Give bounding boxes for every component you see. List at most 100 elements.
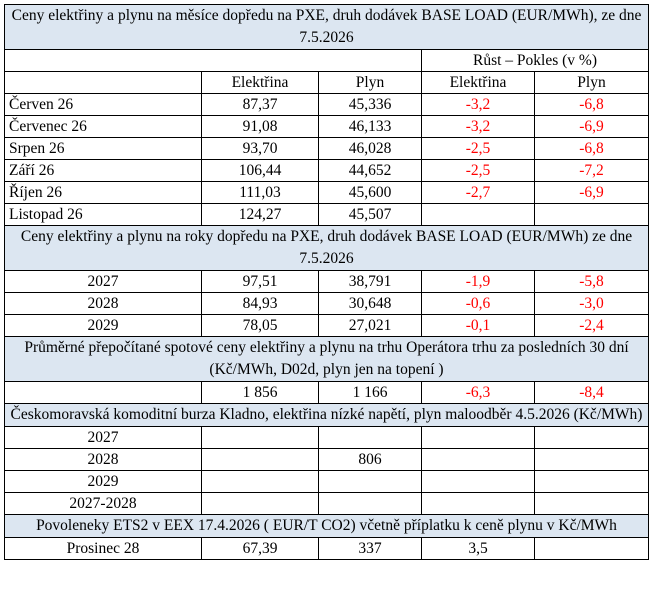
value-cell: -2,5 — [421, 137, 535, 160]
value-cell — [533, 537, 650, 560]
header-row: Elektřina Plyn Elektřina Plyn — [4, 71, 650, 94]
data-row: 1 856 1 166 -6,3 -8,4 — [4, 381, 650, 404]
row-label: 2029 — [4, 314, 202, 337]
row-label: Červen 26 — [4, 93, 202, 116]
value-cell — [318, 470, 422, 493]
data-row: Červen 26 87,37 45,336 -3,2 -6,8 — [4, 93, 650, 116]
value-cell: -2,4 — [533, 314, 650, 337]
value-cell: -0,1 — [421, 314, 535, 337]
column-header: Plyn — [533, 71, 650, 94]
section-title: Povoleneky ETS2 v EEX 17.4.2026 ( EUR/T … — [3, 514, 650, 538]
row-label: 2027 — [4, 426, 202, 449]
data-row: Srpen 26 93,70 46,028 -2,5 -6,8 — [4, 137, 650, 160]
data-row: 2029 — [4, 470, 650, 493]
value-cell — [318, 492, 422, 515]
column-header: Elektřina — [421, 71, 535, 94]
value-cell: -2,7 — [421, 181, 535, 204]
column-header: Plyn — [318, 71, 422, 94]
value-cell: 1 166 — [318, 381, 422, 404]
value-cell: 3,5 — [421, 537, 535, 560]
value-cell: 87,37 — [201, 93, 319, 116]
value-cell: 38,791 — [318, 270, 422, 293]
table-body: Ceny elektřiny a plynu na měsíce dopředu… — [3, 4, 650, 560]
value-cell: 91,08 — [201, 115, 319, 138]
value-cell — [533, 203, 650, 226]
value-cell: -6,8 — [533, 137, 650, 160]
value-cell: 806 — [318, 448, 422, 471]
value-cell — [421, 448, 535, 471]
value-cell: 46,133 — [318, 115, 422, 138]
data-row: Prosinec 28 67,39 337 3,5 — [4, 537, 650, 560]
row-label: Září 26 — [4, 159, 202, 182]
value-cell: 27,021 — [318, 314, 422, 337]
value-cell: 45,336 — [318, 93, 422, 116]
value-cell — [201, 448, 319, 471]
data-row: Listopad 26 124,27 45,507 — [4, 203, 650, 226]
value-cell: 44,652 — [318, 159, 422, 182]
data-row: 2027 97,51 38,791 -1,9 -5,8 — [4, 270, 650, 293]
value-cell — [421, 203, 535, 226]
value-cell: 93,70 — [201, 137, 319, 160]
value-cell: -5,8 — [533, 270, 650, 293]
empty-cell — [4, 71, 202, 94]
header-group: Růst – Pokles (v %) — [420, 49, 650, 72]
row-label: Listopad 26 — [4, 203, 202, 226]
section-title: Českomoravská komoditní burza Kladno, el… — [3, 403, 650, 427]
row-label: Prosinec 28 — [4, 537, 202, 560]
section-title: Ceny elektřiny a plynu na měsíce dopředu… — [3, 4, 650, 50]
row-label: 2029 — [4, 470, 202, 493]
value-cell: 106,44 — [201, 159, 319, 182]
row-label — [4, 381, 202, 404]
data-row: 2028 806 — [4, 448, 650, 471]
data-row: Říjen 26 111,03 45,600 -2,7 -6,9 — [4, 181, 650, 204]
data-row: 2027-2028 — [4, 492, 650, 515]
title-row: Českomoravská komoditní burza Kladno, el… — [3, 403, 650, 427]
value-cell: -0,6 — [421, 292, 535, 315]
title-row: Ceny elektřiny a plynu na roky dopředu n… — [3, 225, 650, 271]
value-cell: -6,9 — [533, 181, 650, 204]
row-label: Říjen 26 — [4, 181, 202, 204]
value-cell: 84,93 — [201, 292, 319, 315]
value-cell: 1 856 — [201, 381, 319, 404]
data-row: 2028 84,93 30,648 -0,6 -3,0 — [4, 292, 650, 315]
data-row: Červenec 26 91,08 46,133 -3,2 -6,9 — [4, 115, 650, 138]
title-row: Průměrné přepočítané spotové ceny elektř… — [3, 336, 650, 382]
value-cell — [421, 492, 535, 515]
value-cell — [201, 426, 319, 449]
header-group-row: Růst – Pokles (v %) — [4, 49, 650, 72]
value-cell: -8,4 — [533, 381, 650, 404]
value-cell: 46,028 — [318, 137, 422, 160]
value-cell — [533, 426, 650, 449]
row-label: 2028 — [4, 292, 202, 315]
row-label: 2028 — [4, 448, 202, 471]
empty-cell — [4, 49, 422, 72]
row-label: 2027 — [4, 270, 202, 293]
value-cell: -3,2 — [421, 93, 535, 116]
value-cell — [533, 470, 650, 493]
data-row: 2029 78,05 27,021 -0,1 -2,4 — [4, 314, 650, 337]
title-row: Povoleneky ETS2 v EEX 17.4.2026 ( EUR/T … — [3, 514, 650, 538]
row-label: Červenec 26 — [4, 115, 202, 138]
value-cell: -6,8 — [533, 93, 650, 116]
value-cell: -7,2 — [533, 159, 650, 182]
value-cell: 337 — [318, 537, 422, 560]
value-cell: 97,51 — [201, 270, 319, 293]
value-cell: 67,39 — [201, 537, 319, 560]
value-cell: -6,9 — [533, 115, 650, 138]
value-cell: 111,03 — [201, 181, 319, 204]
row-label: Srpen 26 — [4, 137, 202, 160]
value-cell — [318, 426, 422, 449]
section-title: Průměrné přepočítané spotové ceny elektř… — [3, 336, 650, 382]
price-table: Ceny elektřiny a plynu na měsíce dopředu… — [3, 4, 650, 560]
data-row: 2027 — [4, 426, 650, 449]
value-cell: -2,5 — [421, 159, 535, 182]
value-cell: 124,27 — [201, 203, 319, 226]
value-cell — [533, 492, 650, 515]
value-cell — [201, 492, 319, 515]
value-cell — [533, 448, 650, 471]
value-cell: -1,9 — [421, 270, 535, 293]
value-cell: 78,05 — [201, 314, 319, 337]
value-cell: -3,2 — [421, 115, 535, 138]
title-row: Ceny elektřiny a plynu na měsíce dopředu… — [3, 4, 650, 50]
value-cell: 45,507 — [318, 203, 422, 226]
